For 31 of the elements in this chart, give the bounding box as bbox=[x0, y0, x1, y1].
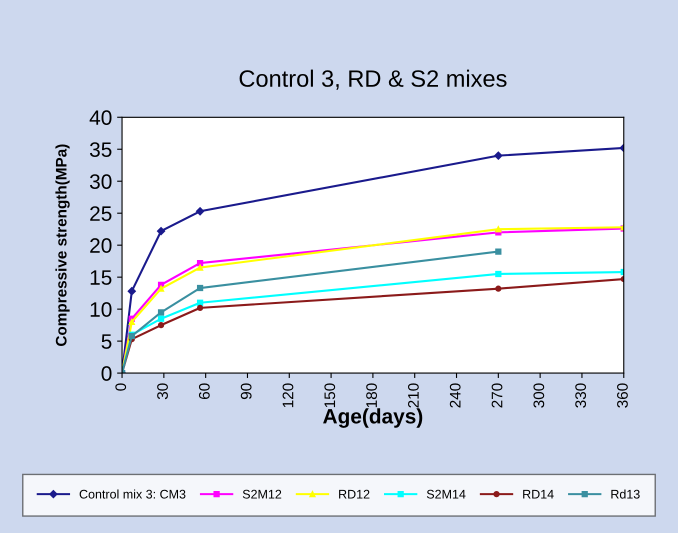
legend-label: Rd13 bbox=[611, 489, 640, 499]
x-axis-title: Age(days) bbox=[323, 408, 422, 428]
x-tick-label: 300 bbox=[533, 383, 544, 408]
x-tick-label: 270 bbox=[492, 383, 502, 408]
y-tick-label: 35 bbox=[90, 142, 112, 157]
x-tick-label: 360 bbox=[617, 383, 628, 408]
chart-title: Control 3, RD & S2 mixes bbox=[240, 70, 507, 90]
y-tick-label: 15 bbox=[90, 270, 112, 285]
x-tick-label: 60 bbox=[198, 383, 210, 400]
y-axis-title: Compressive strength(MPa) bbox=[55, 144, 70, 346]
x-tick-label: 30 bbox=[157, 383, 168, 400]
y-tick-label: 20 bbox=[90, 238, 112, 253]
legend-label: RD14 bbox=[523, 490, 554, 498]
x-tick-label: 150 bbox=[324, 383, 336, 408]
legend-label: S2M12 bbox=[242, 490, 282, 499]
y-tick-label: 30 bbox=[90, 174, 112, 189]
x-tick-label: 330 bbox=[575, 383, 586, 408]
y-tick-label: 10 bbox=[90, 302, 112, 317]
y-tick-label: 5 bbox=[102, 334, 112, 349]
x-tick-label: 120 bbox=[282, 383, 294, 408]
legend-label: RD12 bbox=[339, 490, 370, 498]
x-tick-label: 180 bbox=[366, 383, 377, 408]
x-tick-label: 90 bbox=[240, 383, 252, 400]
y-tick-label: 40 bbox=[90, 110, 112, 126]
y-tick-label: 0 bbox=[102, 366, 112, 381]
legend-label: S2M14 bbox=[426, 490, 466, 499]
y-tick-label: 25 bbox=[90, 206, 112, 221]
x-tick-label: 240 bbox=[450, 383, 461, 408]
x-tick-label: 210 bbox=[408, 383, 419, 408]
legend-label: Control mix 3: CM3 bbox=[80, 489, 186, 499]
x-tick-label: 0 bbox=[115, 383, 126, 391]
